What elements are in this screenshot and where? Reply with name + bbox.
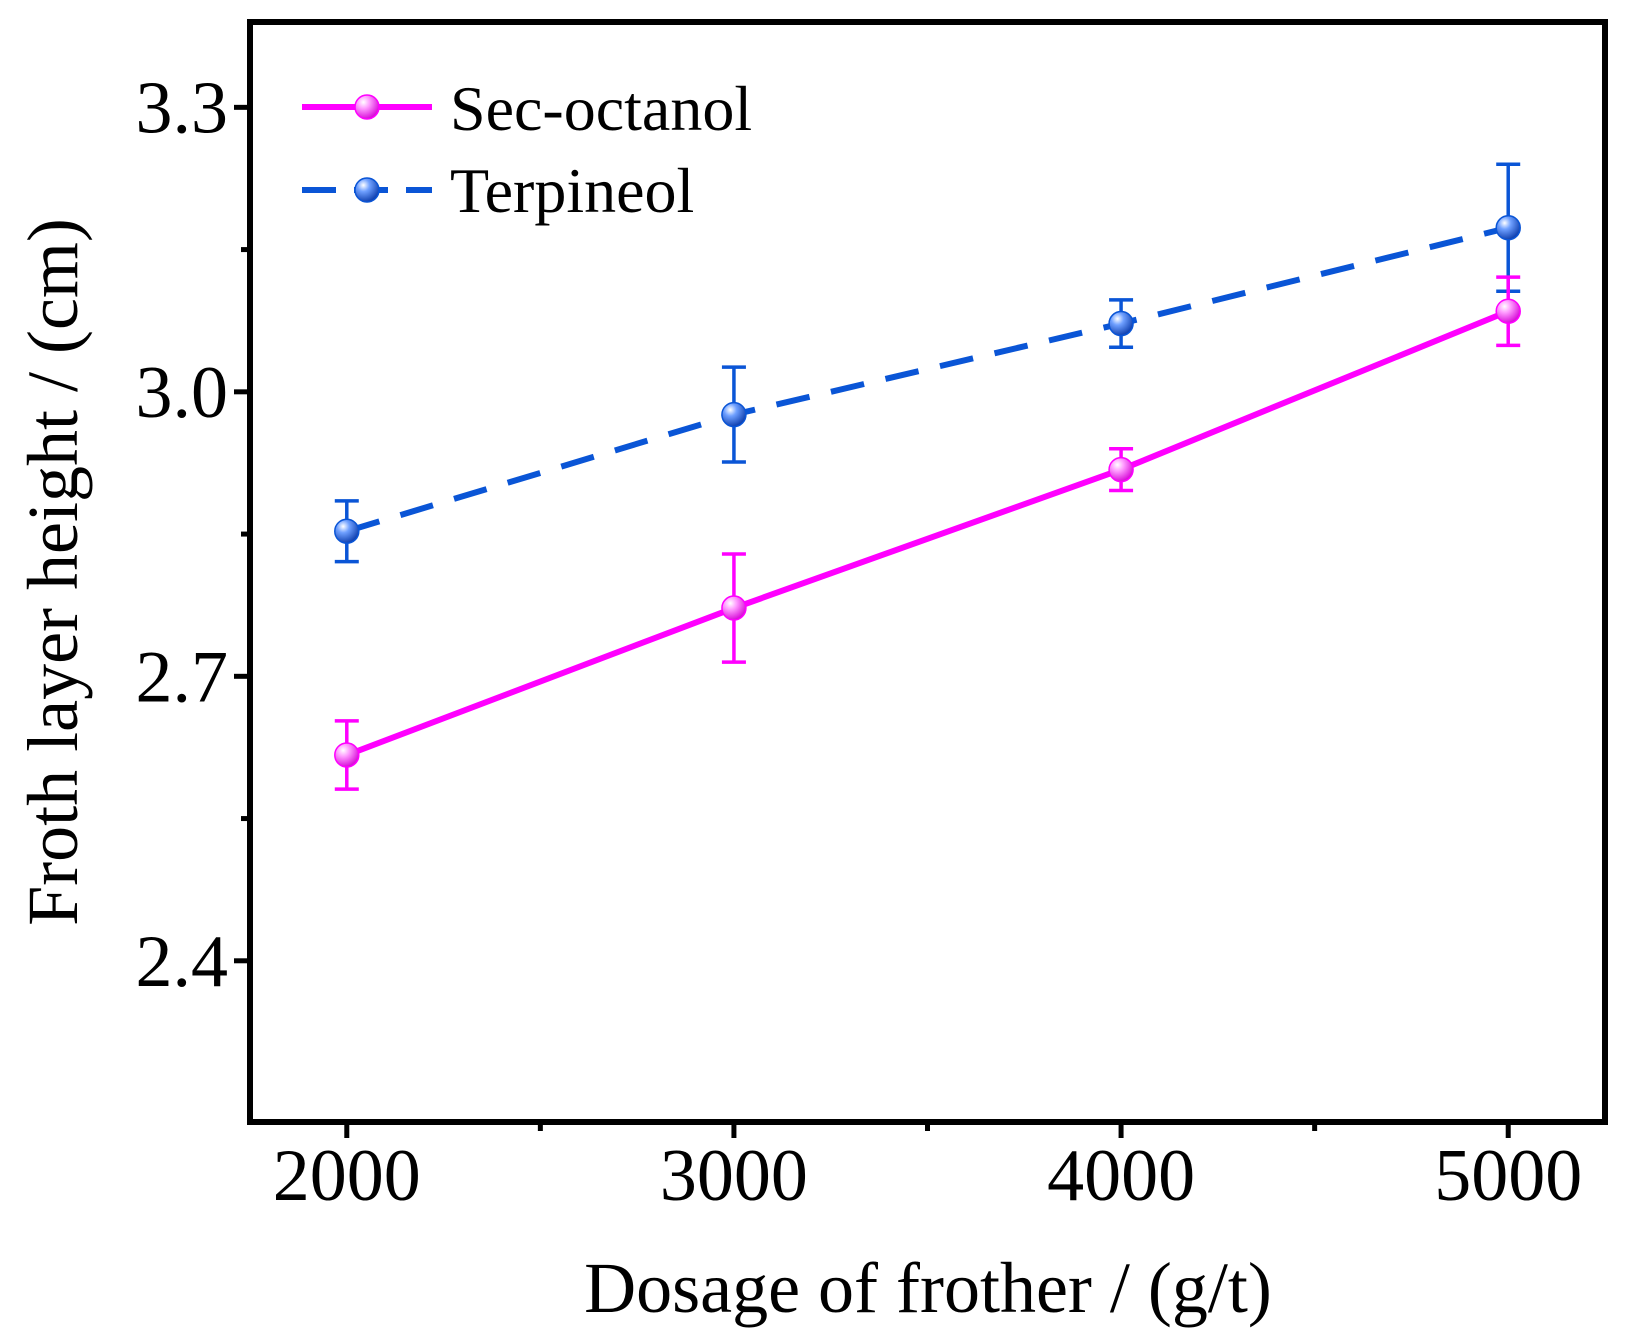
x-tick-label: 4000 [1047, 1135, 1195, 1217]
legend-label-terpineol: Terpineol [450, 155, 694, 226]
data-point-sec-octanol [721, 595, 747, 621]
data-point-terpineol [1108, 310, 1134, 337]
data-point-terpineol [721, 401, 747, 428]
legend: Sec-octanol Terpineol [302, 73, 752, 226]
series-line-sec-octanol [345, 308, 1510, 758]
x-tick-label: 3000 [660, 1135, 808, 1217]
data-point-terpineol [334, 518, 360, 544]
y-tick-label: 3.3 [136, 67, 229, 149]
y-tick-label: 3.0 [136, 352, 229, 434]
x-axis-ticks: 2000 3000 4000 5000 [273, 1122, 1582, 1217]
legend-marker-sec-octanol [354, 94, 380, 120]
y-tick-label: 2.4 [136, 921, 229, 1003]
data-point-sec-octanol [1108, 456, 1134, 483]
y-tick-label: 2.7 [136, 636, 229, 718]
legend-label-sec-octanol: Sec-octanol [450, 73, 752, 144]
x-axis-title: Dosage of frother / (g/t) [584, 1248, 1272, 1328]
y-axis-title: Froth layer height / (cm) [13, 218, 93, 926]
data-point-sec-octanol [1495, 298, 1521, 324]
series-layer [334, 162, 1521, 791]
x-tick-label: 2000 [273, 1135, 421, 1217]
x-tick-label: 5000 [1434, 1135, 1582, 1217]
data-point-terpineol [1495, 215, 1521, 241]
data-point-sec-octanol [334, 742, 360, 768]
y-axis-ticks: 2.4 2.7 3.0 3.3 [136, 67, 250, 1003]
legend-marker-terpineol [354, 177, 380, 203]
